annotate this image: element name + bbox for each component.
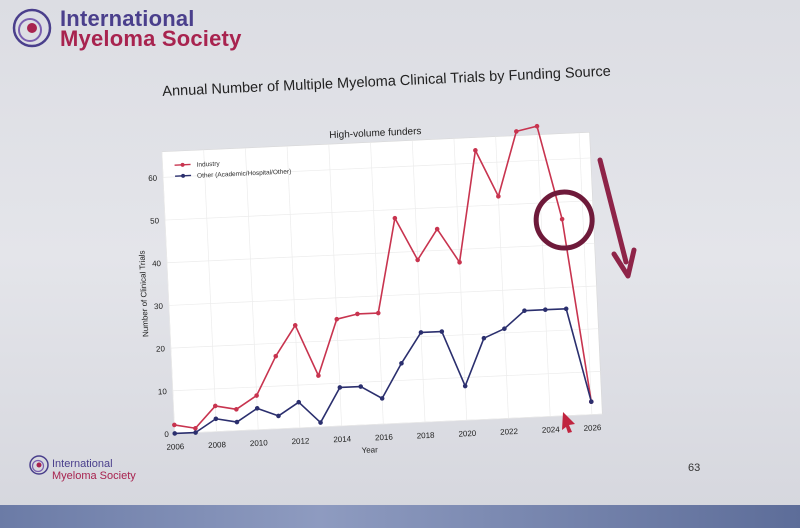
y-gridline [166, 242, 595, 264]
data-point-industry [234, 406, 239, 412]
y-gridline [170, 328, 599, 349]
data-point-industry [213, 403, 218, 409]
y-axis-label: Number of Clinical Trials [137, 250, 150, 337]
y-gridline [174, 413, 603, 434]
data-point-other [379, 396, 385, 401]
data-point-industry [496, 194, 501, 199]
x-tick-label: 2016 [375, 433, 394, 443]
x-tick-label: 2020 [458, 429, 477, 439]
data-point-other [318, 420, 323, 425]
data-point-other [193, 430, 198, 435]
legend-swatch-marker [180, 162, 185, 167]
x-tick-label: 2026 [583, 423, 602, 433]
y-gridline [163, 157, 591, 178]
data-point-other [296, 399, 302, 405]
stage-backdrop [0, 505, 800, 528]
x-axis-label: Year [361, 445, 378, 455]
data-point-other [589, 399, 594, 405]
x-tick-label: 2018 [417, 431, 436, 441]
data-point-other [276, 413, 281, 419]
society-logo-footer: International Myeloma Society [28, 454, 188, 486]
x-gridline [203, 149, 217, 432]
x-gridline [328, 144, 342, 426]
legend-label: Industry [196, 161, 220, 169]
data-point-other [543, 307, 548, 313]
data-point-other [213, 416, 219, 422]
data-point-other [502, 326, 507, 331]
x-gridline [537, 134, 551, 417]
data-point-industry [273, 353, 279, 359]
x-gridline [578, 132, 593, 415]
data-point-industry [514, 129, 519, 134]
annotation-arrow-head [611, 247, 637, 279]
data-point-other [563, 306, 569, 312]
data-point-industry [292, 323, 298, 328]
x-tick-label: 2006 [166, 442, 185, 452]
society-logo-small-icon [29, 455, 49, 475]
data-point-industry [392, 215, 398, 221]
x-tick-label: 2014 [333, 434, 352, 444]
footer-logo-line-2: Myeloma Society [52, 470, 136, 482]
data-point-industry [473, 148, 478, 153]
data-point-industry [559, 216, 565, 222]
data-point-other [399, 360, 404, 366]
data-point-other [358, 384, 364, 389]
annotation-arrow-shaft [597, 157, 629, 265]
annotation-circle [533, 189, 595, 251]
logo-line-2: Myeloma Society [60, 26, 242, 51]
data-point-industry [375, 310, 381, 316]
x-gridline [161, 151, 176, 434]
y-tick-label: 60 [148, 174, 158, 183]
data-point-other [172, 431, 178, 436]
data-point-industry [316, 373, 321, 378]
data-point-industry [415, 257, 420, 263]
data-point-industry [172, 422, 177, 428]
data-point-other [234, 419, 240, 425]
y-tick-label: 50 [150, 216, 160, 225]
y-tick-label: 10 [158, 387, 168, 396]
society-logo-header: International Myeloma Society [10, 4, 242, 52]
x-gridline [411, 140, 426, 423]
data-point-other [418, 330, 424, 335]
y-gridline [165, 200, 593, 221]
x-tick-label: 2008 [208, 440, 227, 450]
data-point-other [481, 335, 487, 341]
x-tick-label: 2010 [250, 438, 269, 448]
x-tick-label: 2022 [500, 427, 519, 437]
legend-label: Other (Academic/Hospital/Other) [197, 168, 292, 179]
page-number: 63 [688, 462, 701, 474]
logo-line-1: International [60, 6, 195, 31]
data-point-other [254, 406, 260, 411]
y-gridline [168, 285, 597, 306]
data-point-industry [334, 316, 340, 322]
chart-subtitle: High-volume funders [329, 126, 422, 141]
data-point-industry [534, 123, 540, 129]
data-point-other [439, 329, 445, 334]
data-point-other [522, 308, 527, 313]
y-tick-label: 40 [152, 259, 162, 268]
x-gridline [453, 138, 468, 421]
data-point-industry [254, 393, 259, 398]
y-tick-label: 20 [156, 344, 166, 353]
pointer-cursor-icon [562, 412, 575, 433]
y-gridline [172, 371, 601, 392]
data-point-industry [457, 259, 462, 265]
x-tick-label: 2024 [542, 425, 561, 435]
data-point-industry [355, 311, 360, 317]
x-gridline [495, 136, 509, 419]
footer-logo-line-1: International [52, 458, 113, 470]
data-point-other [337, 385, 343, 390]
data-point-other [462, 383, 468, 389]
y-tick-label: 0 [164, 430, 169, 439]
x-gridline [245, 147, 259, 430]
data-point-industry [434, 226, 440, 232]
x-gridline [286, 146, 301, 428]
society-logo-icon [12, 8, 52, 48]
x-tick-label: 2012 [291, 436, 310, 446]
y-tick-label: 30 [154, 302, 164, 311]
legend-swatch-marker [181, 173, 186, 178]
x-gridline [370, 142, 384, 425]
data-point-industry [193, 425, 198, 431]
